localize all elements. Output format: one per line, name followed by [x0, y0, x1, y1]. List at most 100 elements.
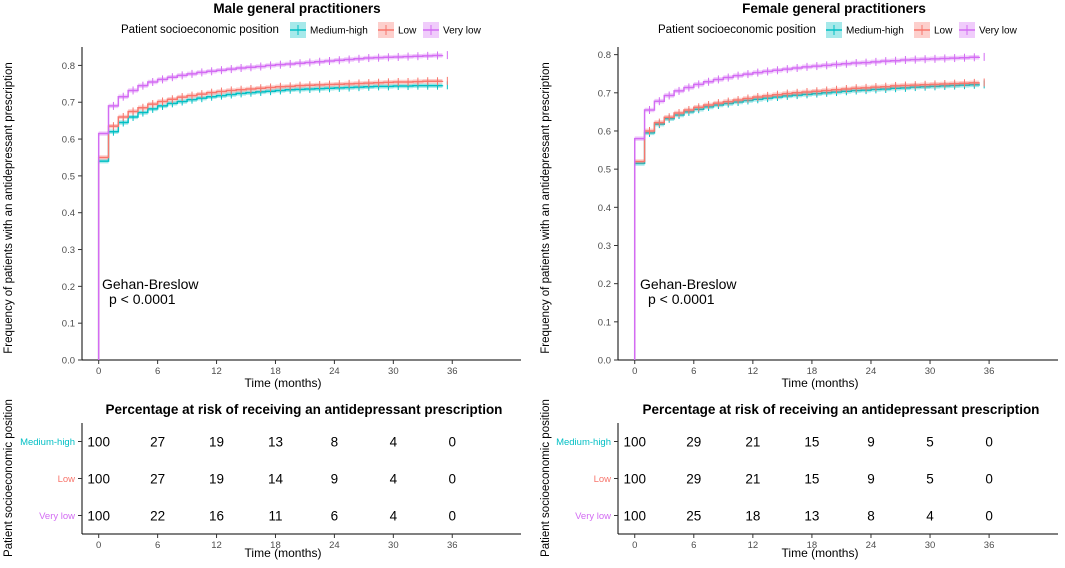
female-p-value: p < 0.0001 [648, 291, 715, 307]
male-risk-table: Percentage at risk of receiving an antid… [3, 399, 521, 560]
male-table-x-tick-label: 0 [96, 540, 101, 551]
female-table-x-tick-label: 18 [807, 540, 818, 551]
male-p-value: p < 0.0001 [109, 291, 176, 307]
female-table-cell: 9 [867, 435, 875, 450]
male-table-cell: 0 [448, 435, 456, 450]
male-table-x-tick-label: 12 [211, 540, 222, 551]
male-table-x-tick-label: 36 [447, 540, 458, 551]
female-y-tick-label: 0.7 [598, 88, 611, 99]
male-table-cell: 19 [209, 472, 224, 487]
female-legend-label-very-low: Very low [979, 26, 1018, 37]
male-legend-title: Patient socioeconomic position [121, 24, 279, 36]
male-medium-high-ci-band [98, 83, 443, 164]
male-y-axis-label: Frequency of patients with an antidepres… [3, 62, 15, 354]
male-table-cell: 6 [331, 509, 339, 524]
female-table-cell: 100 [623, 509, 646, 524]
female-table-x-tick-label: 30 [925, 540, 936, 551]
female-table-cell: 0 [985, 435, 993, 450]
female-x-tick-label: 6 [691, 366, 696, 377]
female-test-name: Gehan-Breslow [640, 276, 737, 292]
male-y-tick-label: 0.0 [62, 356, 75, 367]
male-table-cell: 13 [268, 435, 283, 450]
female-table-x-tick-label: 6 [691, 540, 696, 551]
female-risk-table: Percentage at risk of receiving an antid… [540, 399, 1058, 560]
female-y-tick-label: 0.8 [598, 50, 611, 61]
male-panel-title: Male general practitioners [213, 1, 380, 16]
female-y-tick-label: 0.5 [598, 165, 611, 176]
female-x-tick-label: 0 [632, 366, 637, 377]
female-table-cell: 21 [745, 435, 760, 450]
male-y-tick-label: 0.4 [62, 208, 75, 219]
male-table-cell: 100 [87, 435, 110, 450]
female-y-tick-label: 0.3 [598, 241, 611, 252]
female-legend: Medium-high Low Very low [826, 22, 1018, 38]
female-table-x-tick-label: 0 [632, 540, 637, 551]
male-x-tick-label: 30 [388, 366, 399, 377]
female-series-very-low [633, 52, 985, 360]
male-table-cell: 11 [268, 509, 282, 524]
female-series-low [633, 78, 985, 360]
female-very-low-curve [633, 56, 981, 360]
female-panel-title: Female general practitioners [742, 1, 926, 16]
female-table-row-label-low: Low [594, 474, 612, 485]
female-y-tick-label: 0.0 [598, 356, 611, 367]
female-x-tick-label: 12 [748, 366, 759, 377]
female-x-axis-label: Time (months) [782, 376, 859, 390]
male-x-tick-label: 18 [270, 366, 281, 377]
male-legend-item-medium-high: Medium-high [290, 22, 368, 38]
female-table-cell: 8 [867, 509, 875, 524]
female-medium-high-curve [633, 84, 981, 360]
female-table-cell: 18 [745, 509, 760, 524]
female-table-cell: 4 [926, 509, 934, 524]
male-medium-high-curve [97, 84, 444, 360]
male-table-cell: 4 [390, 509, 398, 524]
female-table-cell: 13 [804, 509, 819, 524]
female-x-tick-label: 18 [807, 366, 818, 377]
female-table-cell: 21 [745, 472, 760, 487]
female-table-x-tick-label: 36 [984, 540, 995, 551]
male-series-medium-high [97, 81, 448, 360]
male-table-cell: 27 [150, 435, 165, 450]
male-very-low-curve [97, 54, 444, 360]
female-table-row-label-medium-high: Medium-high [556, 437, 611, 448]
male-x-tick-label: 24 [329, 366, 340, 377]
female-table-x-axis-label: Time (months) [782, 546, 859, 560]
male-x-tick-label: 6 [155, 366, 160, 377]
male-table-cell: 22 [150, 509, 165, 524]
female-table-cell: 0 [985, 472, 993, 487]
male-legend-label-low: Low [398, 26, 417, 37]
male-y-tick-label: 0.2 [62, 282, 75, 293]
female-table-row-label-very-low: Very low [575, 511, 611, 522]
female-survival-panel: Female general practitioners Patient soc… [540, 1, 1058, 390]
female-table-x-tick-label: 24 [866, 540, 877, 551]
male-y-tick-label: 0.6 [62, 135, 75, 146]
male-legend: Medium-high Low Very low [290, 22, 482, 38]
female-y-tick-label: 0.6 [598, 126, 611, 137]
male-table-y-axis-label: Patient socioeconomic position [3, 399, 15, 557]
male-table-row-label-very-low: Very low [39, 511, 75, 522]
female-low-curve [633, 82, 981, 360]
male-test-name: Gehan-Breslow [102, 276, 199, 292]
female-y-tick-label: 0.1 [598, 317, 611, 328]
female-x-tick-label: 24 [866, 366, 877, 377]
male-table-row-label-low: Low [58, 474, 76, 485]
female-y-tick-label: 0.2 [598, 279, 611, 290]
male-table-cell: 8 [331, 435, 339, 450]
male-y-tick-label: 0.8 [62, 61, 75, 72]
female-table-cell: 5 [926, 472, 934, 487]
male-low-curve [97, 80, 444, 360]
male-table-x-axis-label: Time (months) [245, 546, 322, 560]
male-legend-label-very-low: Very low [443, 26, 482, 37]
female-table-x-tick-label: 12 [748, 540, 759, 551]
male-risk-table-title: Percentage at risk of receiving an antid… [106, 402, 503, 417]
female-table-cell: 29 [686, 435, 701, 450]
female-series-medium-high [633, 80, 985, 360]
male-x-tick-label: 12 [211, 366, 222, 377]
female-legend-title: Patient socioeconomic position [658, 24, 816, 36]
female-legend-label-low: Low [934, 26, 953, 37]
male-x-tick-label: 36 [447, 366, 458, 377]
male-legend-item-low: Low [378, 22, 417, 38]
male-table-cell: 100 [87, 509, 110, 524]
male-survival-panel: Male general practitioners Patient socio… [3, 1, 521, 390]
